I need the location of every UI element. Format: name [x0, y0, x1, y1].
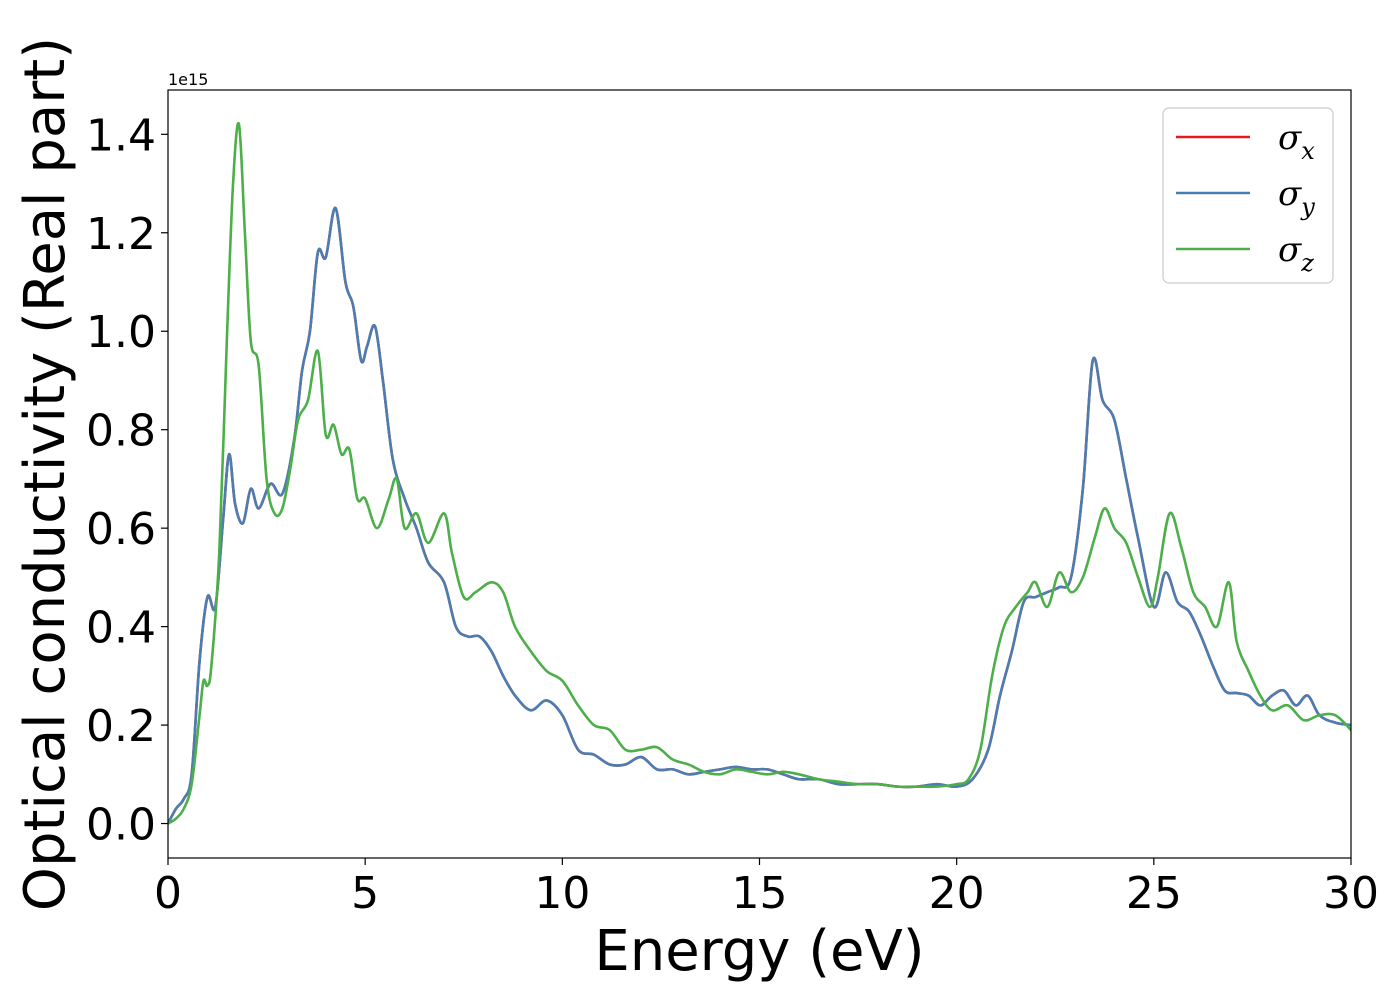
y-tick-label: 0.2	[86, 701, 156, 752]
x-tick-label: 5	[351, 868, 379, 919]
x-tick-label: 20	[929, 868, 985, 919]
x-axis: 0 5 10 15 20 25 30	[154, 858, 1379, 919]
legend-box	[1162, 107, 1334, 284]
y-tick-label: 1.0	[86, 307, 156, 358]
legend-entry-sigma-z: σz	[1278, 230, 1314, 277]
y-tick-label: 1.4	[86, 110, 156, 161]
x-axis-title: Energy (eV)	[594, 919, 924, 984]
y-tick-label: 0.8	[86, 406, 156, 457]
legend-subscript: x	[1301, 137, 1315, 165]
legend-symbol: σ	[1278, 118, 1302, 158]
x-tick-label: 30	[1323, 868, 1379, 919]
sigma-z-line	[168, 121, 1351, 825]
x-tick-label: 10	[534, 868, 590, 919]
series-layer	[168, 121, 1351, 825]
legend-symbol: σ	[1278, 230, 1302, 270]
legend-entry-sigma-x: σx	[1278, 118, 1315, 165]
y-tick-label: 1.2	[86, 209, 156, 260]
x-tick-label: 25	[1126, 868, 1182, 919]
y-tick-label: 0.6	[86, 504, 156, 555]
x-tick-label: 0	[154, 868, 182, 919]
y-axis-title: Optical conductivity (Real part)	[13, 37, 78, 911]
x-tick-label: 15	[732, 868, 788, 919]
y-axis: 0.0 0.2 0.4 0.6 0.8 1.0 1.2 1.4	[86, 110, 168, 851]
y-tick-label: 0.0	[86, 800, 156, 851]
legend-symbol: σ	[1278, 174, 1302, 214]
legend-subscript: z	[1300, 249, 1314, 277]
y-tick-label: 0.4	[86, 603, 156, 654]
y-offset-label: 1e15	[168, 70, 208, 89]
legend-subscript: y	[1300, 193, 1315, 221]
legend-entry-sigma-y: σy	[1278, 174, 1315, 221]
